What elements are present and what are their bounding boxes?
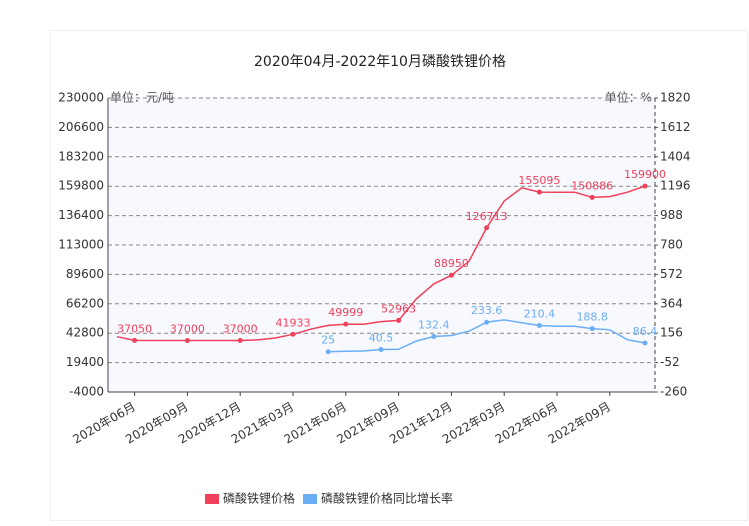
y2-tick-label: -52 [660, 355, 680, 369]
chart-title: 2020年04月-2022年10月磷酸铁锂价格 [254, 54, 506, 70]
y2-tick-label: 780 [660, 238, 683, 252]
y-unit: 单位：元/吨 [110, 90, 174, 105]
point [484, 225, 490, 231]
data-label: 49999 [328, 306, 363, 319]
data-label: 88950 [434, 257, 469, 270]
y2-tick-label: 1820 [660, 91, 691, 105]
data-label: 159900 [624, 168, 666, 181]
y-tick-label: 183200 [58, 149, 104, 163]
data-label: 86.4 [633, 325, 658, 338]
y2-tick-label: 1404 [660, 149, 691, 163]
data-label: 210.4 [524, 308, 556, 321]
point [589, 326, 595, 332]
point [237, 337, 243, 343]
y2-tick-label: -260 [660, 385, 687, 399]
point [184, 337, 190, 343]
data-label: 155095 [518, 174, 560, 187]
legend-label: 磷酸铁锂价格 [223, 491, 295, 506]
series-line [116, 185, 646, 342]
y-tick-label: 113000 [58, 238, 104, 252]
legend-swatch [303, 494, 318, 504]
point [343, 321, 349, 327]
data-label: 40.5 [369, 332, 394, 345]
y2-tick-label: 364 [660, 296, 683, 310]
point [484, 319, 490, 325]
y2-tick-label: 988 [660, 208, 683, 222]
y-tick-label: -4000 [69, 385, 104, 399]
point [642, 340, 648, 346]
data-label: 188.8 [576, 311, 608, 324]
point [396, 317, 402, 323]
y-tick-label: 89600 [66, 267, 104, 281]
y2-unit: 单位：% [605, 90, 652, 105]
point [132, 337, 138, 343]
point [378, 347, 384, 353]
data-label: 132.4 [418, 319, 450, 332]
data-label: 37050 [117, 322, 152, 335]
point [536, 323, 542, 329]
y2-tick-label: 1612 [660, 120, 691, 134]
legend-label: 磷酸铁锂价格同比增长率 [321, 491, 453, 506]
data-label: 150886 [571, 179, 613, 192]
y-tick-label: 42800 [66, 326, 104, 340]
y2-tick-label: 156 [660, 326, 683, 340]
y-tick-label: 19400 [66, 355, 104, 369]
y-tick-label: 206600 [58, 120, 104, 134]
y-tick-label: 230000 [58, 91, 104, 105]
y-tick-label: 136400 [58, 208, 104, 222]
point [589, 194, 595, 200]
point [536, 189, 542, 195]
point [448, 272, 454, 278]
data-label: 37000 [223, 322, 258, 335]
data-label: 41933 [276, 316, 311, 329]
point [431, 334, 437, 340]
data-label: 25 [321, 334, 335, 347]
data-label: 37000 [170, 322, 205, 335]
y2-tick-label: 1196 [660, 179, 691, 193]
data-label: 52963 [381, 302, 416, 315]
y-tick-label: 159800 [58, 179, 104, 193]
data-label: 126713 [466, 210, 508, 223]
y2-tick-label: 572 [660, 267, 683, 281]
data-label: 233.6 [471, 304, 503, 317]
legend-swatch [205, 494, 219, 504]
point [325, 349, 331, 355]
y-tick-label: 66200 [66, 296, 104, 310]
point [290, 331, 296, 337]
point [642, 183, 648, 189]
